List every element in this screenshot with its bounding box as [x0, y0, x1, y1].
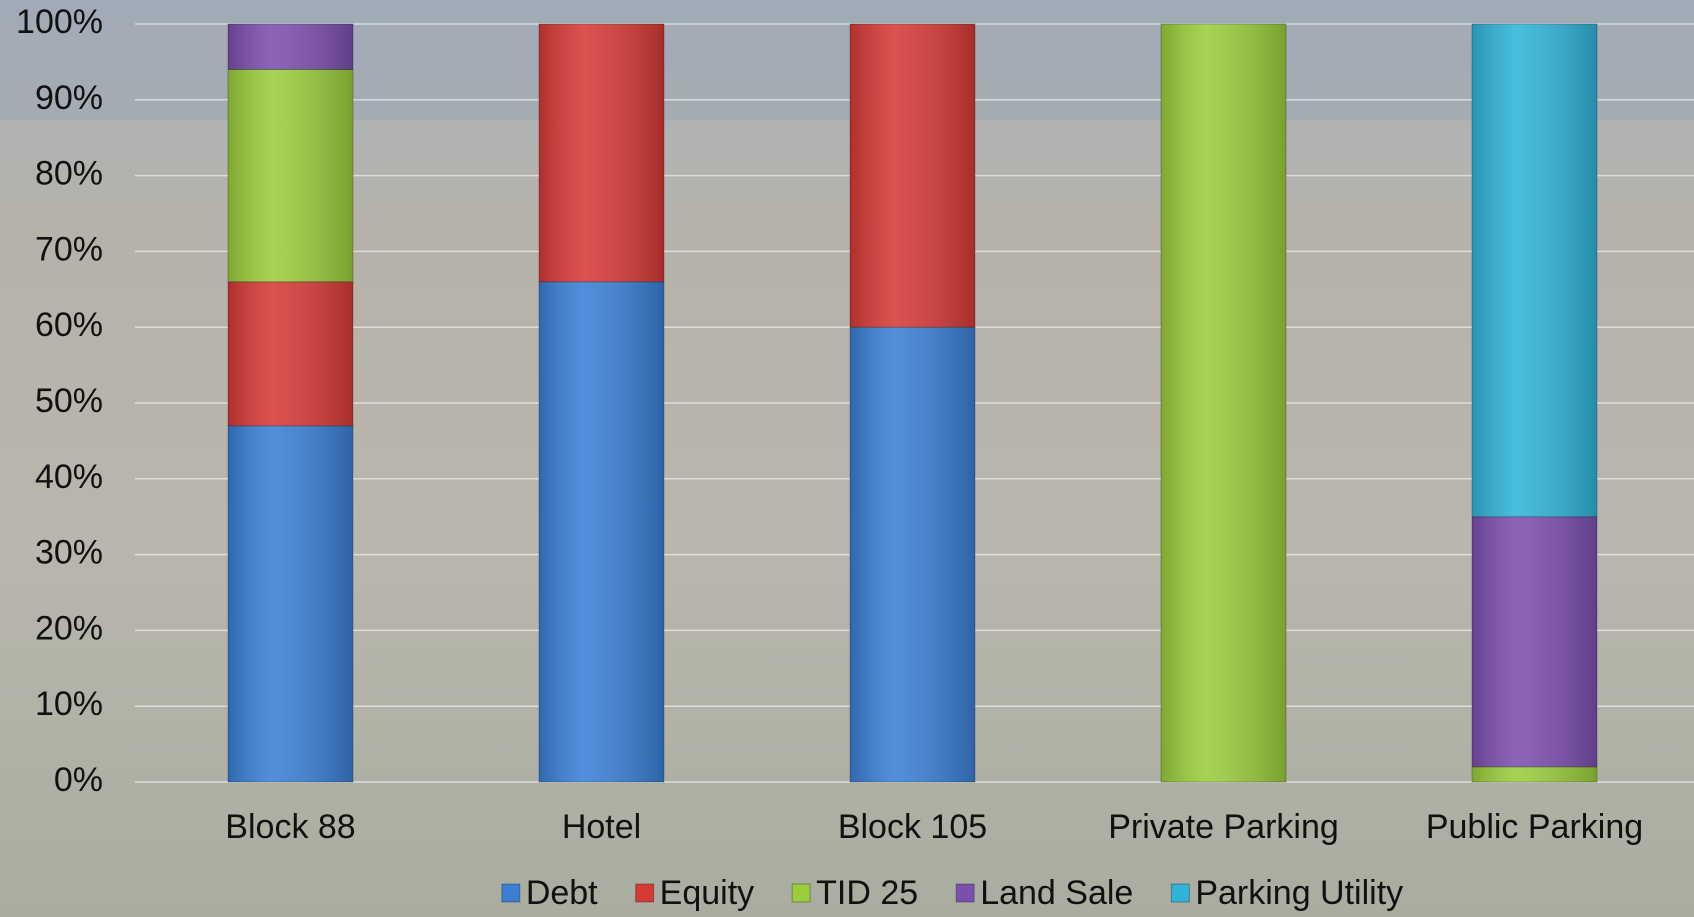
x-tick-label: Private Parking: [1108, 808, 1339, 846]
y-tick-label: 30%: [35, 534, 103, 572]
bar-shade: [1472, 516, 1597, 767]
legend-marker: [955, 883, 975, 903]
y-tick-label: 0%: [54, 761, 103, 799]
bar-shade: [228, 24, 353, 70]
bar-shade: [850, 327, 975, 782]
y-tick-label: 10%: [35, 685, 103, 723]
legend-label: Debt: [526, 874, 598, 912]
y-tick-label: 80%: [35, 155, 103, 193]
y-tick-label: 40%: [35, 458, 103, 496]
bar-shade: [228, 425, 353, 782]
legend-label: Parking Utility: [1195, 874, 1403, 912]
bar-shade: [228, 281, 353, 426]
x-tick-label: Block 88: [225, 808, 355, 846]
bar-shade: [850, 24, 975, 328]
y-tick-label: 60%: [35, 306, 103, 344]
legend-marker: [791, 883, 811, 903]
legend-marker: [635, 883, 655, 903]
bar-shade: [228, 69, 353, 282]
bar-shade: [539, 281, 664, 782]
x-tick-label: Block 105: [838, 808, 987, 846]
legend-marker: [501, 883, 521, 903]
y-tick-label: 100%: [16, 3, 103, 41]
legend-label: Equity: [660, 874, 755, 912]
legend-label: TID 25: [816, 874, 918, 912]
y-tick-label: 90%: [35, 79, 103, 117]
legend-label: Land Sale: [980, 874, 1133, 912]
y-tick-label: 50%: [35, 382, 103, 420]
legend-marker: [1170, 883, 1190, 903]
y-tick-label: 20%: [35, 609, 103, 647]
bar-shade: [1161, 24, 1286, 782]
y-tick-label: 70%: [35, 230, 103, 268]
x-tick-label: Public Parking: [1426, 808, 1643, 846]
bar-shade: [1472, 24, 1597, 517]
bar-shade: [1472, 766, 1597, 782]
bar-shade: [539, 24, 664, 282]
x-tick-label: Hotel: [562, 808, 641, 846]
